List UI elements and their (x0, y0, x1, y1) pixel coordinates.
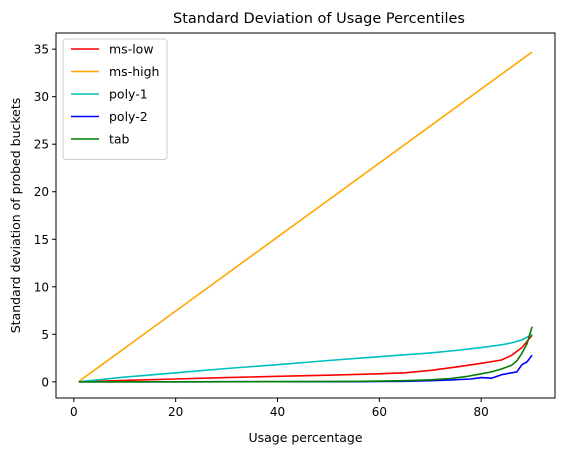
legend-label: ms-low (109, 42, 154, 57)
series-line-ms-low (78, 334, 533, 383)
y-tick-label: 30 (34, 90, 49, 104)
y-tick-label: 0 (41, 375, 49, 389)
legend: ms-low ms-high poly-1 poly-2 tab (62, 38, 168, 160)
y-axis-ticks: 0 5 10 15 20 25 30 35 (34, 43, 56, 389)
x-axis-label: Usage percentage (248, 430, 362, 445)
x-tick-label: 40 (270, 405, 285, 419)
legend-label: ms-high (109, 64, 159, 79)
y-axis-label: Standard deviation of probed buckets (8, 98, 23, 334)
y-tick-label: 35 (34, 43, 49, 57)
y-tick-label: 5 (41, 328, 49, 342)
legend-box (62, 38, 168, 160)
x-tick-label: 20 (168, 405, 183, 419)
legend-label: poly-1 (109, 87, 148, 102)
series-line-ms-high (78, 51, 533, 383)
x-tick-label: 60 (372, 405, 387, 419)
legend-label: tab (109, 132, 130, 147)
y-tick-label: 25 (34, 138, 49, 152)
series-line-poly-1 (78, 333, 533, 383)
x-axis-ticks: 0 20 40 60 80 (70, 398, 489, 419)
y-tick-label: 20 (34, 185, 49, 199)
series-line-tab (78, 326, 533, 383)
y-tick-label: 15 (34, 233, 49, 247)
series-layer (78, 51, 533, 383)
y-tick-label: 10 (34, 280, 49, 294)
legend-label: poly-2 (109, 109, 148, 124)
chart-title: Standard Deviation of Usage Percentiles (173, 11, 465, 27)
x-tick-label: 80 (474, 405, 489, 419)
x-tick-label: 0 (70, 405, 78, 419)
